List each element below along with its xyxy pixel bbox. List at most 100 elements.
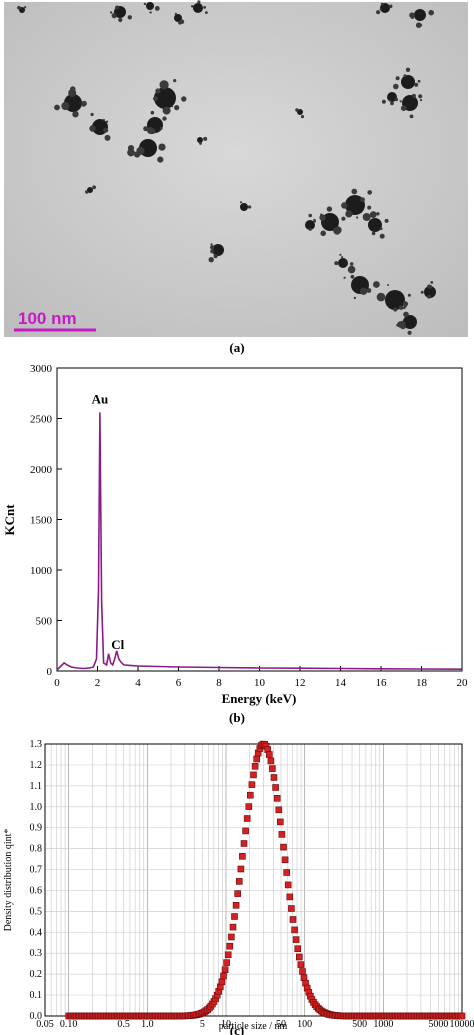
- nanoparticle: [320, 230, 327, 237]
- data-point: [289, 916, 297, 923]
- nanoparticle: [191, 5, 194, 8]
- nanoparticle: [173, 79, 177, 83]
- nanoparticle: [162, 106, 171, 115]
- nanoparticle: [197, 137, 203, 143]
- x-tick-label: 10000: [450, 1019, 474, 1030]
- y-tick-label: 0.8: [30, 844, 43, 855]
- nanoparticle: [143, 126, 149, 132]
- nanoparticle: [367, 205, 372, 210]
- nanoparticle: [384, 218, 389, 223]
- nanoparticle: [356, 216, 359, 219]
- x-tick-label: 18: [416, 677, 428, 689]
- x-tick-label: 16: [376, 677, 388, 689]
- x-tick-label: 100: [297, 1019, 312, 1030]
- x-tick-label: 8: [216, 677, 222, 689]
- nanoparticle: [415, 22, 422, 29]
- x-tick-label: 5000: [428, 1019, 448, 1030]
- y-tick-label: 1.3: [30, 739, 43, 750]
- nanoparticle: [154, 5, 160, 11]
- nanoparticle: [118, 17, 123, 23]
- data-point: [250, 771, 257, 779]
- data-point: [269, 765, 276, 772]
- nanoparticle: [381, 99, 386, 104]
- nanoparticle: [367, 190, 373, 195]
- y-tick-label: 3000: [30, 363, 53, 375]
- data-point: [275, 806, 283, 814]
- nanoparticle: [341, 216, 346, 221]
- nanoparticle: [351, 188, 358, 195]
- nanoparticle: [149, 11, 152, 14]
- nanoparticle: [407, 293, 411, 297]
- caption-c: (c): [230, 1023, 244, 1035]
- edx-spectrum-line: [56, 412, 463, 671]
- nanoparticle: [373, 281, 380, 288]
- nanoparticle: [61, 101, 70, 111]
- x-tick-label: 14: [335, 677, 347, 689]
- data-point: [283, 869, 291, 876]
- data-point: [265, 751, 273, 758]
- nanoparticle: [308, 227, 312, 231]
- nanoparticle: [398, 305, 404, 310]
- nanoparticle: [72, 111, 79, 118]
- nanoparticle: [149, 128, 155, 135]
- nanoparticle: [353, 296, 357, 300]
- nanoparticle: [136, 146, 145, 155]
- nanoparticle: [401, 75, 415, 89]
- nanoparticle: [174, 105, 180, 111]
- nanoparticle: [157, 156, 164, 163]
- nanoparticle: [54, 104, 60, 111]
- data-point: [280, 843, 287, 851]
- y-tick-label: 0.3: [30, 948, 43, 959]
- nanoparticle: [402, 301, 409, 307]
- data-point: [237, 865, 245, 873]
- nanoparticle: [399, 320, 406, 327]
- nanoparticle: [407, 330, 412, 335]
- nanoparticle: [369, 211, 377, 219]
- y-tick-label: 1.0: [30, 802, 43, 813]
- nanoparticle: [197, 0, 201, 4]
- nanoparticle: [89, 125, 96, 132]
- data-point: [281, 856, 289, 864]
- nanoparticle: [159, 80, 169, 90]
- nanoparticle: [155, 88, 161, 94]
- data-point: [220, 972, 227, 980]
- peak-label-cl: Cl: [111, 637, 124, 652]
- nanoparticle: [320, 213, 323, 217]
- nanoparticle: [417, 79, 421, 83]
- nanoparticle: [210, 243, 213, 246]
- nanoparticle: [424, 286, 436, 298]
- nanoparticle: [414, 9, 426, 21]
- y-tick-label: 1.1: [30, 781, 43, 792]
- y-tick-label: 0.2: [30, 969, 43, 980]
- data-point: [236, 878, 243, 885]
- nanoparticle: [345, 210, 353, 218]
- nanoparticle: [111, 13, 117, 19]
- nanoparticle: [403, 311, 409, 318]
- psd-plot-frame: [44, 743, 463, 1017]
- nanoparticle: [405, 67, 411, 73]
- nanoparticle: [159, 127, 163, 130]
- nanoparticle: [349, 262, 354, 266]
- data-point: [243, 815, 251, 822]
- data-point: [242, 827, 249, 835]
- nanoparticle: [390, 101, 394, 106]
- peak-label-au: Au: [92, 391, 109, 406]
- data-point: [232, 901, 240, 909]
- nanoparticle: [308, 213, 313, 218]
- nanoparticle: [150, 110, 155, 115]
- nanoparticle: [362, 213, 371, 221]
- nanoparticle: [199, 142, 202, 145]
- nanoparticle: [313, 219, 316, 223]
- data-point: [458, 1012, 466, 1020]
- y-tick-label: 0.1: [30, 990, 43, 1001]
- nanoparticle: [350, 274, 355, 279]
- nanoparticle: [388, 99, 392, 102]
- nanoparticle: [143, 2, 147, 6]
- x-tick-label: 12: [295, 677, 306, 689]
- nanoparticle: [387, 284, 390, 286]
- nanoparticle: [174, 14, 182, 22]
- nanoparticle: [17, 5, 21, 10]
- data-point: [239, 852, 246, 860]
- y-tick-label: 0: [47, 666, 53, 678]
